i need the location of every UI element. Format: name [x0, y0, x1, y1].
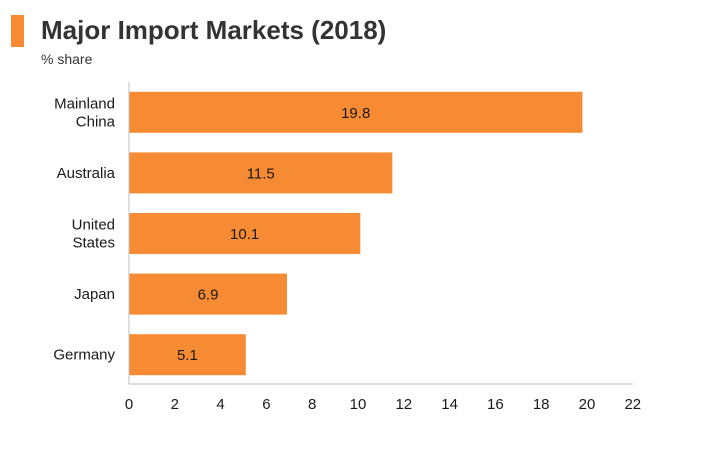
category-label: Japan: [74, 286, 115, 303]
chart-title: Major Import Markets (2018): [41, 15, 387, 45]
x-tick-label: 22: [624, 396, 641, 413]
category-label-line: Germany: [53, 347, 115, 364]
data-label: 11.5: [247, 165, 275, 182]
x-tick-label: 14: [441, 396, 458, 413]
data-label: 6.9: [198, 287, 219, 304]
x-tick-label: 8: [308, 396, 316, 413]
category-label: Australia: [57, 165, 116, 182]
category-label: Germany: [53, 347, 115, 364]
data-label: 5.1: [177, 347, 198, 364]
category-label-line: Mainland: [54, 95, 115, 112]
title-accent-bar: [11, 15, 24, 47]
x-tick-label: 16: [487, 396, 504, 413]
bar: [129, 91, 583, 133]
category-label: Mainland China: [54, 95, 116, 130]
bar: [129, 213, 361, 254]
bar: [129, 152, 393, 194]
chart-subtitle: % share: [41, 51, 93, 67]
x-tick-label: 0: [125, 396, 133, 413]
category-label-line: States: [72, 235, 115, 252]
x-tick-label: 12: [395, 396, 412, 413]
bar: [129, 334, 246, 376]
x-tick-label: 4: [216, 396, 224, 413]
x-tick-label: 20: [579, 396, 596, 413]
category-label-line: Australia: [57, 165, 116, 182]
data-label: 19.8: [341, 105, 370, 122]
x-tick-label: 6: [262, 396, 270, 413]
bar: [129, 273, 288, 315]
category-label: United States: [72, 217, 115, 252]
category-label-line: Japan: [74, 286, 115, 303]
x-tick-label: 10: [350, 396, 367, 413]
data-label: 10.1: [230, 226, 259, 243]
category-label-line: United: [72, 217, 115, 234]
category-label-line: China: [76, 113, 116, 130]
x-tick-label: 2: [171, 396, 179, 413]
x-tick-label: 18: [533, 396, 550, 413]
